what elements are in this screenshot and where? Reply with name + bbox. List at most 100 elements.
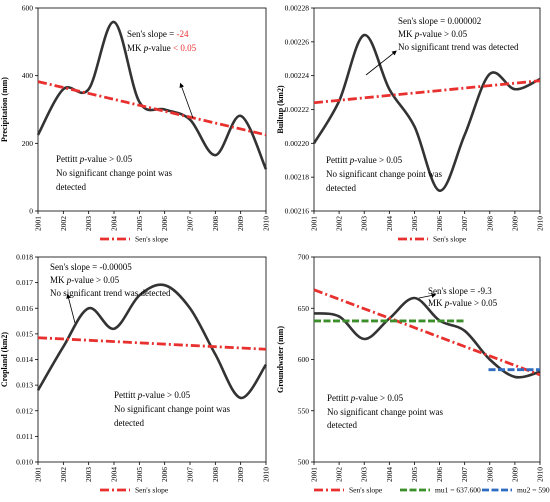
y-axis-label: Builtup (km2) bbox=[276, 85, 285, 134]
annotation-text: Pettitt p-value > 0.05 bbox=[326, 155, 403, 165]
x-tick-label: 2008 bbox=[485, 216, 494, 231]
y-tick-label: 0.018 bbox=[16, 253, 33, 262]
y-tick-label: 0 bbox=[29, 207, 33, 216]
y-tick-label: 0.00226 bbox=[285, 37, 310, 46]
annotation-text: No significant change point was bbox=[56, 168, 172, 178]
series-line-sens-slope bbox=[313, 288, 541, 377]
y-tick-label: 0.00222 bbox=[285, 105, 310, 114]
x-tick-label: 2010 bbox=[536, 467, 545, 482]
legend-label: Sen's slope bbox=[135, 235, 169, 244]
y-tick-label: 600 bbox=[22, 4, 34, 13]
y-tick-label: 0.014 bbox=[16, 355, 33, 364]
annotation-text: detected bbox=[114, 418, 144, 428]
x-tick-label: 2009 bbox=[236, 216, 245, 231]
x-tick-label: 2002 bbox=[59, 216, 68, 231]
y-tick-label: 700 bbox=[298, 253, 310, 262]
y-tick-label: 0.011 bbox=[16, 432, 33, 441]
x-tick-label: 2007 bbox=[460, 467, 469, 482]
x-tick-label: 2001 bbox=[34, 216, 43, 231]
annotation-arrow bbox=[179, 82, 194, 119]
annotation-text: Pettitt p-value > 0.05 bbox=[114, 390, 191, 400]
annotation-text: Sen's slope = -24 bbox=[127, 29, 189, 39]
annotation-text: MK p-value < 0.05 bbox=[127, 43, 197, 53]
x-tick-label: 2001 bbox=[310, 216, 319, 231]
x-tick-label: 2009 bbox=[236, 467, 245, 482]
annotation-text: detected bbox=[56, 182, 86, 192]
x-tick-label: 2008 bbox=[211, 467, 220, 482]
x-tick-label: 2001 bbox=[34, 467, 43, 482]
annotation-text: Sen's slope = -0.00005 bbox=[50, 262, 132, 272]
x-tick-label: 2002 bbox=[335, 216, 344, 231]
annotation-text: Pettitt p-value > 0.05 bbox=[327, 393, 404, 403]
x-tick-label: 2004 bbox=[110, 216, 119, 231]
x-tick-label: 2004 bbox=[385, 467, 394, 482]
x-tick-label: 2004 bbox=[385, 216, 394, 231]
y-tick-label: 0.013 bbox=[16, 381, 33, 390]
y-axis-label: Precipitation (mm) bbox=[0, 77, 9, 142]
x-tick-label: 2006 bbox=[160, 467, 169, 482]
y-tick-label: 200 bbox=[22, 139, 34, 148]
x-tick-label: 2010 bbox=[536, 216, 545, 231]
x-tick-label: 2008 bbox=[211, 216, 220, 231]
y-tick-label: 600 bbox=[298, 355, 310, 364]
annotation-text: Sen's slope = 0.000002 bbox=[398, 16, 481, 26]
series-line-observed bbox=[312, 33, 541, 192]
annotation-arrow bbox=[418, 293, 437, 299]
x-tick-label: 2005 bbox=[410, 216, 419, 231]
y-tick-label: 550 bbox=[298, 406, 310, 415]
x-tick-label: 2007 bbox=[186, 467, 195, 482]
x-tick-label: 2005 bbox=[410, 467, 419, 482]
x-tick-label: 2002 bbox=[335, 467, 344, 482]
y-tick-label: 400 bbox=[22, 71, 34, 80]
annotation-text: No significant change point was bbox=[114, 404, 230, 414]
x-tick-label: 2006 bbox=[435, 216, 444, 231]
chart-panel-2: 0.00216 0.00218 0.00220 0.00222 0.00224 0.002… bbox=[276, 4, 545, 244]
annotation-text: No significant trend was detected bbox=[50, 288, 171, 298]
legend-label: mu2 = 590.067 bbox=[517, 486, 550, 495]
legend-label: Sen's slope bbox=[433, 235, 467, 244]
x-tick-label: 2006 bbox=[160, 216, 169, 231]
y-tick-label: 0.00228 bbox=[285, 4, 310, 13]
chart-panel-3: 0.010 0.011 0.012 0.013 0.014 0.015 0.016 0.017… bbox=[0, 253, 271, 495]
x-tick-label: 2003 bbox=[84, 216, 93, 231]
y-tick-label: 0.017 bbox=[16, 278, 33, 287]
y-tick-label: 0.00216 bbox=[285, 207, 310, 216]
y-tick-label: 0.00218 bbox=[285, 173, 310, 182]
x-tick-label: 2003 bbox=[360, 467, 369, 482]
x-tick-label: 2008 bbox=[485, 467, 494, 482]
y-tick-label: 0.00224 bbox=[285, 71, 310, 80]
legend-label: Sen's slope bbox=[349, 486, 383, 495]
y-tick-label: 0.010 bbox=[16, 458, 33, 467]
x-tick-label: 2009 bbox=[510, 216, 519, 231]
y-axis-label: Cropland (km2) bbox=[0, 332, 9, 388]
annotation-arrow bbox=[66, 293, 76, 324]
x-tick-label: 2003 bbox=[84, 467, 93, 482]
y-tick-label: 0.012 bbox=[16, 406, 33, 415]
y-tick-label: 0.016 bbox=[16, 304, 33, 313]
plot-frame bbox=[313, 256, 541, 463]
legend-label: Sen's slope bbox=[135, 486, 169, 495]
plot-frame bbox=[37, 7, 267, 212]
x-tick-label: 2003 bbox=[360, 216, 369, 231]
annotation-text: MK p-value > 0.05 bbox=[50, 275, 120, 285]
series-line-observed bbox=[313, 296, 541, 379]
annotation-text: Pettitt p-value > 0.05 bbox=[56, 154, 133, 164]
y-tick-label: 0.015 bbox=[16, 329, 33, 338]
annotation-text: MK p-value > 0.05 bbox=[428, 298, 498, 308]
y-tick-label: 650 bbox=[298, 304, 310, 313]
x-tick-label: 2009 bbox=[510, 467, 519, 482]
annotation-arrow bbox=[365, 50, 397, 76]
chart-panel-1: 0 200 400 600 2001 2002 2003 2004 2005 2006 2007 20… bbox=[0, 4, 271, 244]
annotation-text: MK p-value > 0.05 bbox=[398, 29, 468, 39]
x-tick-label: 2010 bbox=[262, 216, 271, 231]
y-tick-label: 500 bbox=[298, 458, 310, 467]
x-tick-label: 2005 bbox=[135, 216, 144, 231]
annotation-text: No significant change point was bbox=[327, 407, 443, 417]
chart-panel-4: 500 550 600 650 700 2001 2002 2003 2004 2005 2006 2… bbox=[276, 253, 550, 495]
legend-label: mu1 = 637.600 bbox=[435, 486, 481, 495]
annotation-text: detected bbox=[327, 420, 357, 430]
annotation-text: No significant change point was bbox=[326, 169, 442, 179]
x-tick-label: 2010 bbox=[262, 467, 271, 482]
x-tick-label: 2007 bbox=[186, 216, 195, 231]
